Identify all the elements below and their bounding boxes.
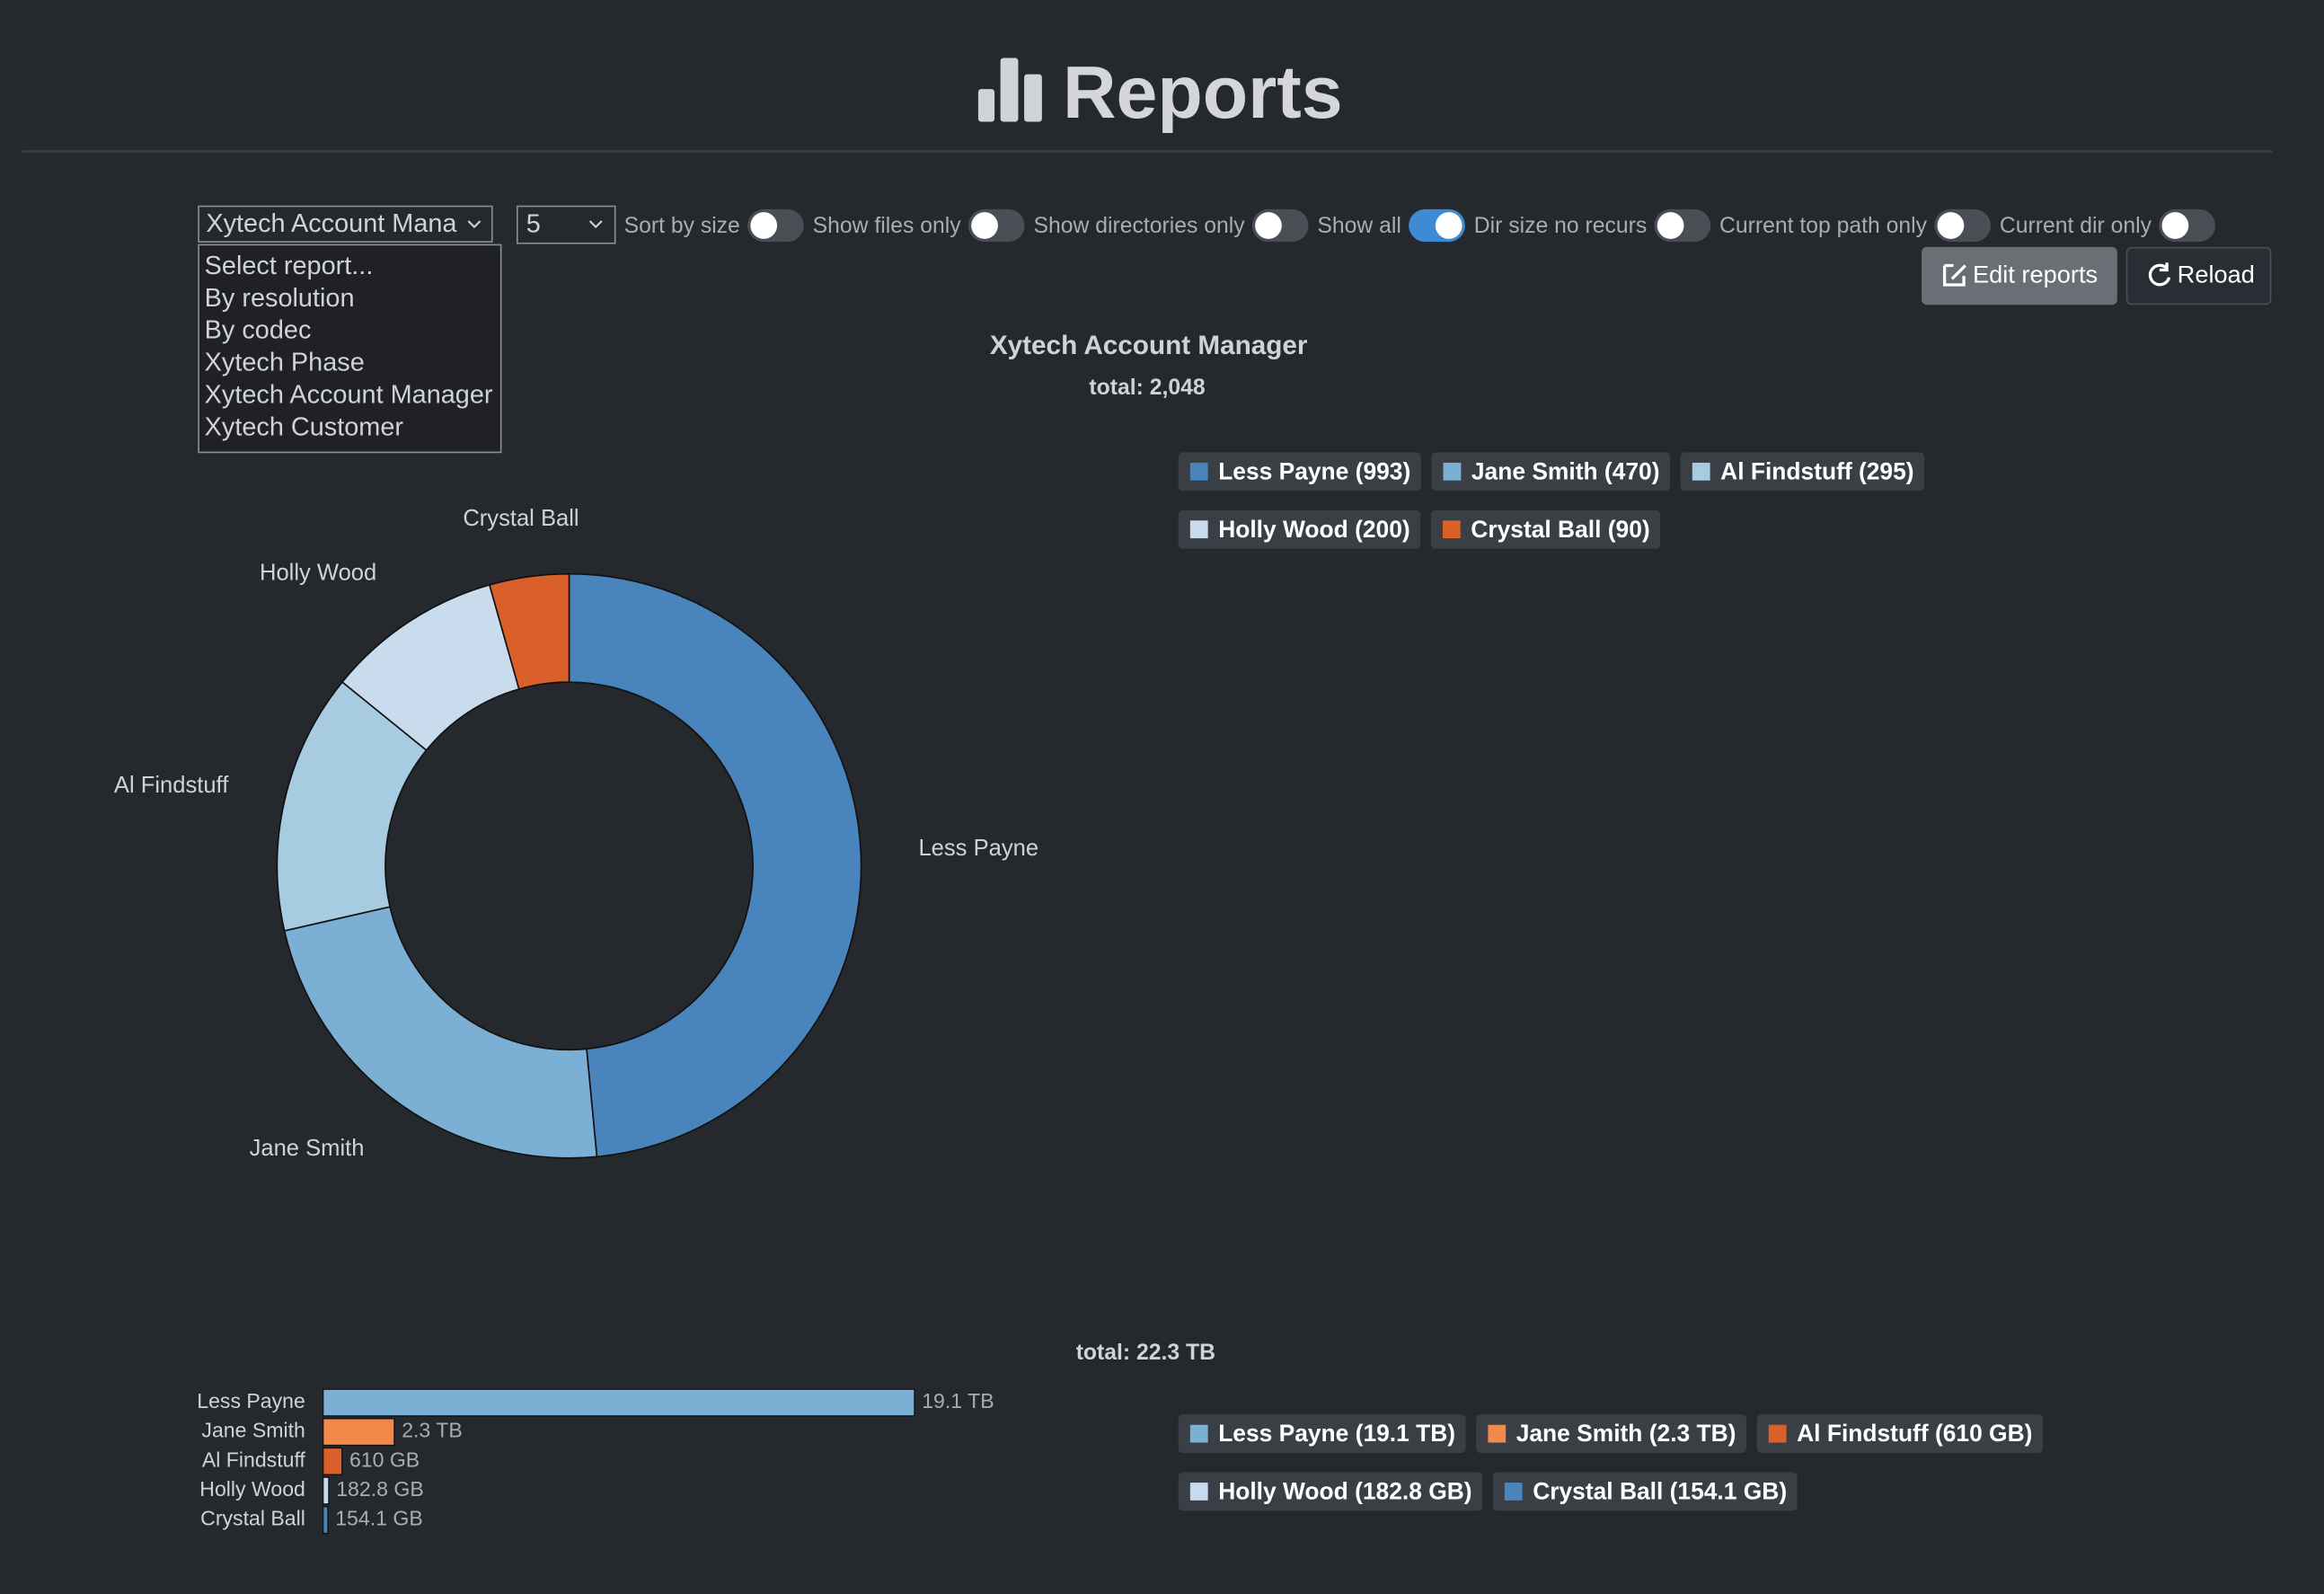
legend-item[interactable] xyxy=(1178,1414,1466,1454)
report-option[interactable]: By codec xyxy=(205,316,312,345)
legend-swatch xyxy=(1443,462,1462,481)
legend-label: Crystal Ball (90) xyxy=(1471,516,1649,543)
toggle-label: Current top path only xyxy=(1719,214,1928,238)
bar-category: Less Payne xyxy=(197,1389,305,1412)
toggle-knob xyxy=(971,212,998,239)
legend-item[interactable] xyxy=(1178,1472,1483,1511)
button[interactable] xyxy=(1922,246,2117,306)
report-options xyxy=(198,244,502,454)
toggle-label: Show all xyxy=(1317,214,1401,238)
report-option[interactable]: Xytech Customer xyxy=(205,413,404,442)
legend-item[interactable] xyxy=(1476,1414,1747,1454)
legend-label: Holly Wood (182.8 GB) xyxy=(1218,1478,1471,1505)
legend-label: Crystal Ball (154.1 GB) xyxy=(1533,1478,1787,1505)
legend-label: Jane Smith (2.3 TB) xyxy=(1516,1420,1736,1447)
bar xyxy=(323,1447,343,1475)
legend-label: Al Findstuff (610 GB) xyxy=(1797,1420,2032,1447)
donut-slice xyxy=(568,572,862,1158)
slice-label: Less Payne xyxy=(918,836,1038,861)
legend-item[interactable] xyxy=(1492,1472,1798,1511)
legend-swatch xyxy=(1768,1424,1787,1443)
legend-item[interactable] xyxy=(1178,452,1421,491)
button-label: Reload xyxy=(2178,260,2255,288)
button-label: Edit reports xyxy=(1973,260,2098,288)
bar-value-label: 19.1 TB xyxy=(922,1389,994,1412)
chart-title: Xytech Account Manager xyxy=(990,331,1308,360)
bar-value-label: 182.8 GB xyxy=(336,1477,424,1501)
toggle-knob xyxy=(1435,212,1462,239)
report-option[interactable]: Xytech Account Manager xyxy=(205,381,493,410)
legend-item[interactable] xyxy=(1756,1414,2043,1454)
bar-value-label: 154.1 GB xyxy=(335,1507,423,1530)
toggle-label: Current dir only xyxy=(2000,214,2152,238)
chart-subtitle: total: 2,048 xyxy=(1089,376,1205,400)
bar-category: Crystal Ball xyxy=(200,1507,305,1530)
legend-label: Jane Smith (470) xyxy=(1471,457,1660,484)
legend-item[interactable] xyxy=(1430,509,1661,549)
legend-item[interactable] xyxy=(1680,452,1925,491)
legend-label: Less Payne (993) xyxy=(1218,457,1410,484)
slice-label: Al Findstuff xyxy=(114,773,229,798)
legend-label: Less Payne (19.1 TB) xyxy=(1218,1420,1455,1447)
toggle-knob xyxy=(1937,212,1965,239)
toggle-label: Sort by size xyxy=(624,214,740,238)
bar-value-label: 610 GB xyxy=(349,1448,420,1471)
toggle-knob xyxy=(2161,212,2189,239)
report-option[interactable]: By resolution xyxy=(205,284,355,313)
page-title: Reports xyxy=(1063,51,1343,134)
chevron xyxy=(588,220,603,229)
toggle-label: Show files only xyxy=(813,214,962,238)
toggle-knob xyxy=(1255,212,1282,239)
bar-category: Al Findstuff xyxy=(202,1448,306,1471)
report-select[interactable] xyxy=(198,205,493,243)
report-select-value: Xytech Account Mana xyxy=(206,209,457,238)
reload-icon xyxy=(2148,262,2171,287)
reports-icon xyxy=(977,58,1042,122)
legend-swatch xyxy=(1189,462,1208,481)
bar-value-label: 2.3 TB xyxy=(402,1419,463,1442)
slice-label: Crystal Ball xyxy=(463,506,579,531)
bar xyxy=(323,1418,395,1447)
report-option[interactable]: Select report... xyxy=(205,252,374,280)
legend-item[interactable] xyxy=(1178,509,1421,549)
legend-swatch xyxy=(1488,1424,1507,1443)
legend-label: Holly Wood (200) xyxy=(1218,516,1409,543)
legend-swatch xyxy=(1189,520,1208,539)
legend-item[interactable] xyxy=(1431,452,1671,491)
legend-label: Al Findstuff (295) xyxy=(1720,457,1913,484)
slice-label: Jane Smith xyxy=(250,1136,365,1161)
legend-swatch xyxy=(1442,520,1461,539)
chevron xyxy=(467,220,482,229)
legend-swatch xyxy=(1504,1483,1523,1501)
button[interactable] xyxy=(2125,246,2272,306)
report-option[interactable]: Xytech Phase xyxy=(205,349,365,377)
legend-swatch xyxy=(1189,1483,1208,1501)
count-select-value: 5 xyxy=(526,210,541,239)
legend-swatch xyxy=(1189,1424,1208,1443)
bar xyxy=(323,1388,915,1417)
bar-category: Jane Smith xyxy=(201,1419,305,1442)
bar xyxy=(323,1476,330,1505)
donut-slice xyxy=(283,906,598,1159)
donut-slice xyxy=(488,572,570,690)
bar xyxy=(323,1506,329,1535)
toggle-label: Show directories only xyxy=(1033,214,1245,238)
edit-icon xyxy=(1942,263,1966,287)
toggle-knob xyxy=(750,212,778,239)
legend-swatch xyxy=(1692,462,1710,481)
slice-label: Holly Wood xyxy=(260,560,376,585)
toggle-knob xyxy=(1657,212,1684,239)
bar-category: Holly Wood xyxy=(199,1477,305,1501)
toggle-label: Dir size no recurs xyxy=(1474,214,1647,238)
chart-subtitle: total: 22.3 TB xyxy=(1076,1341,1215,1365)
